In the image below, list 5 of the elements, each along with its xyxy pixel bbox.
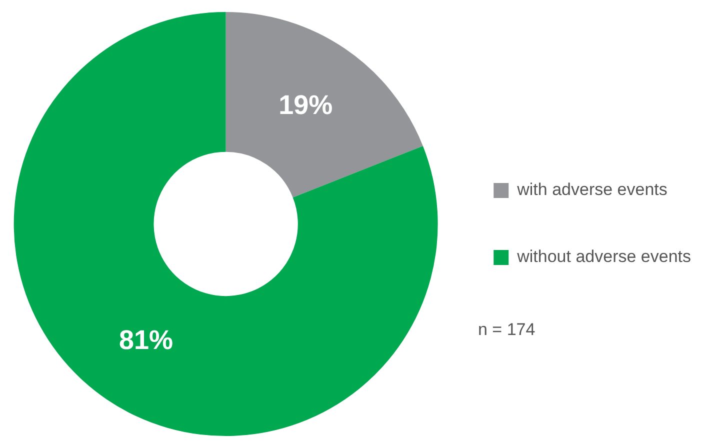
data-label: 81% bbox=[118, 324, 173, 355]
legend-label: with adverse events bbox=[516, 180, 668, 200]
legend-label: without adverse events bbox=[516, 247, 692, 266]
text: n = 174 bbox=[478, 320, 536, 340]
data-label: 19% bbox=[278, 90, 333, 120]
